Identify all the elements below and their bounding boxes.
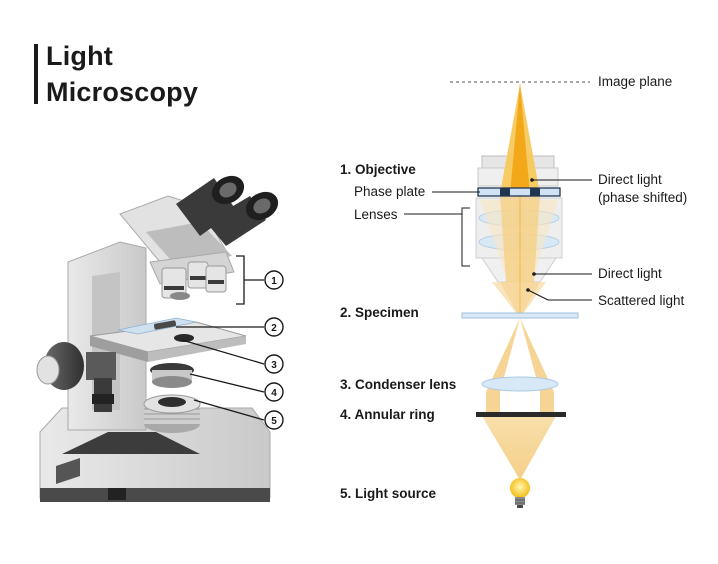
label-specimen: 2. Specimen — [340, 305, 419, 320]
microscope-stage — [89, 317, 247, 362]
callout-circle-2 — [264, 317, 284, 337]
label-annular-ring: 4. Annular ring — [340, 407, 435, 422]
callout-numbers: 1 2 3 4 5 — [271, 276, 277, 427]
callout-lines — [176, 255, 265, 421]
callout-circles — [264, 270, 284, 430]
title-line-1: Light — [46, 41, 113, 71]
label-phase-plate: Phase plate — [354, 184, 426, 199]
microscope-objectives — [149, 251, 235, 300]
callout-number-3: 3 — [271, 360, 277, 371]
beam-lower-cone — [482, 416, 556, 480]
microscope-illustration — [36, 175, 279, 502]
microscope-base-port — [108, 488, 126, 500]
page-title: Light Microscopy — [46, 38, 198, 110]
microscope-condenser — [150, 363, 194, 388]
microscope-light-housing — [143, 394, 201, 433]
leader-lines — [404, 179, 592, 301]
specimen-slide — [461, 312, 579, 319]
light-bulb-icon — [510, 478, 530, 508]
label-condenser-lens: 3. Condenser lens — [340, 377, 457, 392]
label-lenses: Lenses — [354, 207, 398, 222]
callout-circle-1 — [264, 270, 284, 290]
microscope-base-switch — [56, 458, 80, 484]
beam-hollow-right — [520, 318, 554, 392]
condenser-lens-shape — [481, 376, 559, 392]
callout-circle-5 — [264, 410, 284, 430]
microscope-focus-knob — [36, 342, 116, 412]
title-accent-bar — [34, 44, 38, 104]
label-image-plane: Image plane — [598, 74, 673, 89]
microscope-base-bottom — [40, 488, 270, 502]
label-scattered-light: Scattered light — [598, 293, 685, 308]
annular-ring — [476, 412, 566, 417]
label-direct-light-shifted: Direct light — [598, 172, 662, 187]
label-objective: 1. Objective — [340, 162, 416, 177]
beam-hollow-left — [486, 318, 520, 392]
callout-number-2: 2 — [271, 323, 277, 334]
label-light-source: 5. Light source — [340, 486, 437, 501]
callout-circle-4 — [264, 382, 284, 402]
phase-plate — [477, 187, 561, 197]
callout-number-5: 5 — [271, 416, 277, 427]
callout-circle-3 — [264, 354, 284, 374]
light-path-diagram — [404, 81, 592, 508]
callout-number-1: 1 — [271, 276, 277, 287]
microscope-base-slot — [62, 432, 200, 454]
callout-number-4: 4 — [271, 388, 277, 399]
microscope-eyepieces — [176, 175, 279, 246]
label-phase-shifted: (phase shifted) — [598, 190, 688, 205]
title-line-2: Microscopy — [46, 77, 199, 107]
label-direct-light: Direct light — [598, 266, 662, 281]
